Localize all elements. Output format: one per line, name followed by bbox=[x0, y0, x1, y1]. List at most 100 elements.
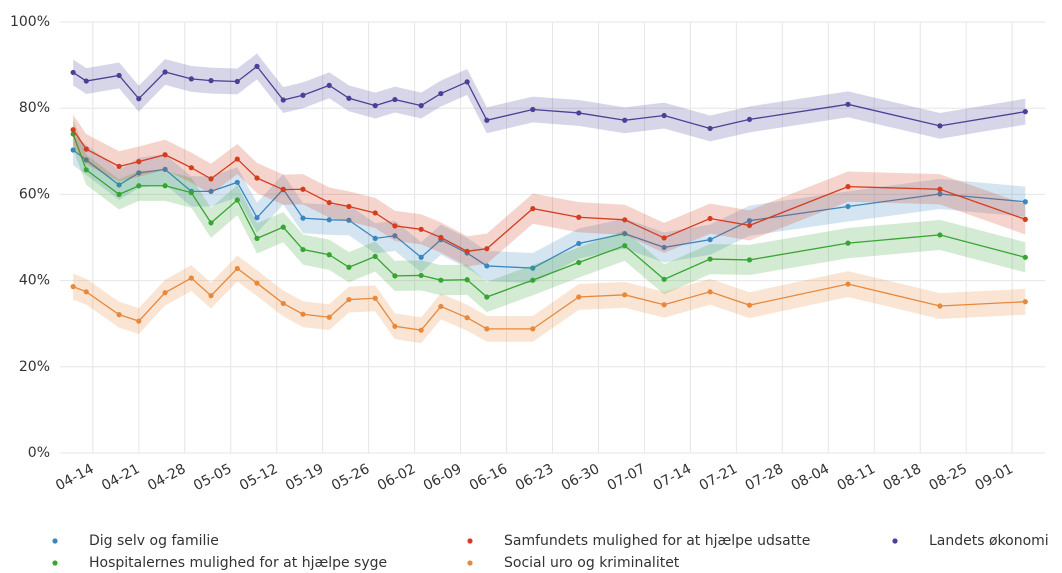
legend-marker bbox=[467, 538, 473, 544]
data-point bbox=[707, 215, 713, 222]
data-point bbox=[392, 233, 398, 239]
x-tick-label: 06-02 bbox=[375, 461, 418, 494]
data-point bbox=[576, 214, 582, 220]
data-point bbox=[937, 186, 943, 192]
y-tick-label: 100% bbox=[10, 14, 50, 30]
data-point bbox=[1022, 299, 1028, 305]
x-tick-label: 06-16 bbox=[467, 461, 511, 494]
data-point bbox=[707, 237, 713, 243]
x-tick-label: 09-01 bbox=[972, 461, 1015, 494]
legend-label: Hospitalernes mulighed for at hjælpe syg… bbox=[89, 555, 387, 571]
data-point bbox=[484, 326, 490, 332]
x-tick-label: 05-12 bbox=[237, 461, 280, 494]
data-point bbox=[83, 167, 89, 173]
data-point bbox=[707, 125, 713, 132]
data-point bbox=[280, 97, 286, 103]
data-point bbox=[845, 101, 851, 107]
x-tick-label: 06-09 bbox=[421, 461, 464, 494]
data-point bbox=[116, 163, 122, 169]
data-point bbox=[254, 63, 260, 69]
data-point bbox=[845, 281, 851, 287]
x-tick-label: 08-11 bbox=[835, 461, 878, 494]
data-point bbox=[346, 203, 352, 210]
data-point bbox=[326, 82, 332, 88]
data-point bbox=[418, 254, 424, 260]
data-point bbox=[707, 256, 713, 262]
y-tick-label: 80% bbox=[19, 100, 50, 116]
data-point bbox=[372, 235, 378, 241]
data-point bbox=[136, 159, 142, 165]
data-point bbox=[746, 222, 753, 229]
data-point bbox=[280, 300, 286, 307]
y-tick-label: 20% bbox=[19, 359, 50, 375]
data-point bbox=[530, 326, 536, 332]
data-point bbox=[661, 276, 667, 282]
data-point bbox=[300, 186, 306, 192]
data-point bbox=[346, 264, 352, 270]
x-tick-label: 07-07 bbox=[605, 461, 648, 494]
data-point bbox=[70, 127, 76, 133]
legend-marker bbox=[467, 560, 473, 566]
data-point bbox=[576, 240, 582, 247]
series-line bbox=[72, 133, 1026, 298]
data-point bbox=[438, 277, 444, 283]
x-tick-label: 04-21 bbox=[99, 461, 142, 494]
data-point bbox=[188, 190, 194, 196]
data-point bbox=[346, 217, 352, 223]
data-point bbox=[234, 265, 240, 272]
data-point bbox=[845, 240, 851, 246]
data-point bbox=[254, 280, 260, 286]
data-point bbox=[392, 273, 398, 279]
data-point bbox=[300, 92, 306, 98]
data-point bbox=[661, 235, 667, 241]
series-line bbox=[72, 65, 1026, 130]
data-point bbox=[661, 302, 667, 308]
data-point bbox=[162, 290, 168, 296]
data-point bbox=[464, 79, 470, 85]
data-point bbox=[937, 191, 943, 197]
legend-marker bbox=[52, 560, 58, 566]
data-point bbox=[188, 275, 194, 281]
data-point bbox=[300, 311, 306, 317]
x-tick-label: 06-30 bbox=[559, 461, 602, 494]
data-point bbox=[280, 224, 286, 230]
data-point bbox=[418, 272, 424, 279]
data-point bbox=[661, 112, 667, 119]
data-point bbox=[661, 244, 667, 251]
data-point bbox=[116, 182, 122, 188]
data-point bbox=[576, 259, 582, 266]
data-point bbox=[845, 203, 851, 210]
legend-label: Social uro og kriminalitet bbox=[504, 555, 680, 571]
data-point bbox=[937, 303, 943, 309]
data-point bbox=[372, 295, 378, 301]
data-point bbox=[438, 90, 444, 97]
data-point bbox=[136, 318, 142, 324]
data-point bbox=[372, 253, 378, 260]
data-point bbox=[83, 78, 89, 84]
x-tick-label: 08-18 bbox=[881, 461, 924, 494]
confidence-band bbox=[73, 134, 1026, 284]
x-tick-label: 07-21 bbox=[697, 461, 740, 494]
data-point bbox=[326, 199, 332, 206]
data-point bbox=[392, 323, 398, 329]
data-point bbox=[530, 106, 536, 113]
data-point bbox=[254, 235, 260, 241]
x-tick-label: 08-25 bbox=[927, 461, 970, 494]
data-point bbox=[937, 123, 943, 129]
data-point bbox=[1022, 216, 1028, 222]
data-point bbox=[746, 218, 753, 224]
confidence-band bbox=[73, 118, 1026, 313]
data-point bbox=[746, 116, 753, 123]
series-line bbox=[72, 267, 1026, 331]
data-point bbox=[162, 69, 168, 75]
data-point bbox=[136, 183, 142, 189]
x-tick-label: 07-14 bbox=[651, 461, 695, 494]
data-point bbox=[254, 175, 260, 181]
x-tick-label: 05-26 bbox=[329, 461, 373, 494]
y-tick-label: 40% bbox=[19, 273, 50, 289]
data-point bbox=[438, 234, 444, 241]
data-point bbox=[208, 293, 214, 299]
series-line bbox=[72, 149, 1026, 269]
data-point bbox=[116, 72, 122, 79]
data-point bbox=[1022, 199, 1028, 205]
